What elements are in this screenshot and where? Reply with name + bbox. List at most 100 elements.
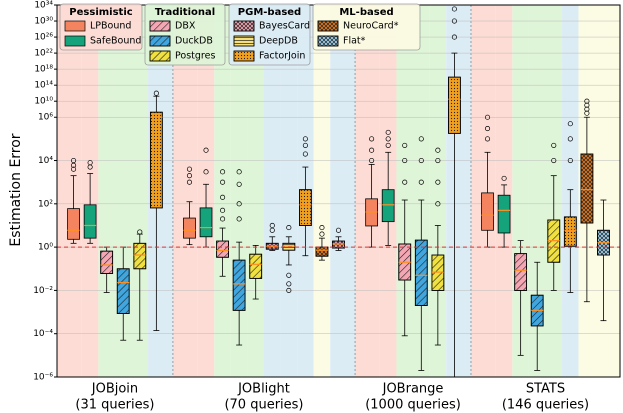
y-tick-label: 10⁻⁴ — [33, 329, 53, 339]
outlier — [220, 216, 226, 222]
box — [183, 217, 196, 239]
box-hatch — [133, 242, 147, 270]
category-band — [57, 5, 82, 377]
outlier — [484, 136, 491, 142]
y-tick-label: 10⁻² — [33, 286, 53, 296]
outlier — [484, 114, 491, 120]
y-tick-label: 10³⁰ — [34, 17, 53, 27]
group-subtitle: (146 queries) — [502, 398, 589, 413]
y-tick-label: 10¹⁴ — [34, 81, 53, 91]
outlier — [369, 147, 375, 153]
outlier — [584, 106, 590, 112]
box-hatch — [514, 253, 528, 291]
outlier — [153, 90, 159, 96]
outlier — [385, 142, 391, 148]
box-plot — [232, 169, 246, 346]
box-hatch — [580, 153, 594, 224]
group-label: JOBjoin — [91, 382, 138, 397]
outlier — [186, 179, 193, 185]
box-plot — [67, 157, 80, 244]
box-plot — [530, 261, 544, 371]
outlier — [402, 142, 408, 148]
outlier — [220, 194, 226, 200]
y-axis-label: Estimation Error — [8, 133, 24, 246]
box — [497, 194, 511, 234]
group-subtitle: (31 queries) — [75, 398, 154, 413]
category-band — [313, 5, 331, 377]
box-plot — [83, 160, 97, 244]
legend-hatch — [233, 35, 255, 47]
box-plot — [199, 147, 213, 248]
category-band — [528, 5, 546, 377]
outlier — [236, 181, 242, 187]
outlier — [220, 169, 226, 175]
outlier — [220, 207, 226, 213]
outlier — [203, 147, 209, 153]
category-band — [470, 5, 496, 377]
outlier — [584, 98, 590, 104]
box-plot — [315, 225, 329, 261]
outlier — [302, 142, 308, 148]
box — [481, 192, 494, 231]
outlier — [269, 222, 275, 229]
box-plot — [332, 227, 345, 251]
box — [83, 204, 97, 239]
outlier — [236, 216, 242, 222]
category-band — [247, 5, 264, 377]
legend-hatch — [233, 50, 255, 62]
outlier — [319, 231, 325, 237]
legend-title: Pessimistic — [69, 7, 132, 18]
group-label: STATS — [526, 382, 565, 397]
legend-label: FactorJoin — [259, 51, 305, 62]
legend-box — [312, 3, 421, 51]
legend-hatch — [149, 20, 171, 32]
legend-hatch — [233, 20, 255, 32]
group-label: JOBrange — [382, 382, 444, 397]
group-label: JOBlight — [237, 382, 290, 397]
legend-title: ML-based — [339, 7, 393, 18]
outlier — [435, 179, 441, 185]
y-tick-label: 10³⁴ — [34, 1, 53, 11]
y-tick-label: 10¹⁸ — [34, 65, 53, 75]
y-tick-label: 10⁴ — [38, 156, 53, 166]
box-hatch — [216, 240, 229, 258]
box-plot — [514, 240, 528, 356]
outlier — [451, 34, 457, 40]
outlier — [286, 272, 292, 278]
outlier — [369, 136, 375, 142]
box-plot — [547, 142, 561, 291]
y-tick-label: 10⁻⁶ — [33, 373, 53, 383]
outlier — [71, 157, 77, 164]
outlier — [418, 179, 424, 185]
outlier — [286, 287, 292, 293]
outlier — [220, 179, 226, 185]
box-hatch — [249, 253, 263, 279]
box-plot — [133, 229, 147, 341]
box-plot — [398, 142, 412, 337]
legend-label: BayesCard — [259, 21, 310, 32]
y-tick-label: 10⁶ — [38, 113, 53, 123]
category-band — [214, 5, 231, 377]
box-plot — [431, 147, 445, 346]
outlier — [269, 227, 275, 233]
box-plot — [580, 98, 594, 303]
outlier — [567, 157, 573, 164]
outlier — [71, 162, 77, 168]
legend-hatch — [149, 35, 171, 47]
legend-title: PGM-based — [238, 7, 301, 18]
y-tick-label: 10² — [38, 199, 53, 209]
outlier — [369, 157, 375, 164]
outlier — [203, 169, 209, 175]
box-plot — [563, 121, 577, 293]
legend-box — [228, 3, 311, 66]
outlier — [435, 157, 441, 164]
category-band — [98, 5, 115, 377]
y-tick-label: 10²² — [34, 49, 53, 59]
box — [199, 207, 213, 238]
legend-hatch — [317, 20, 339, 32]
box-hatch — [149, 111, 163, 209]
y-tick-label: 10⁰ — [38, 243, 53, 253]
outlier — [286, 281, 292, 287]
box-hatch — [299, 189, 312, 226]
box-plot — [448, 6, 461, 378]
